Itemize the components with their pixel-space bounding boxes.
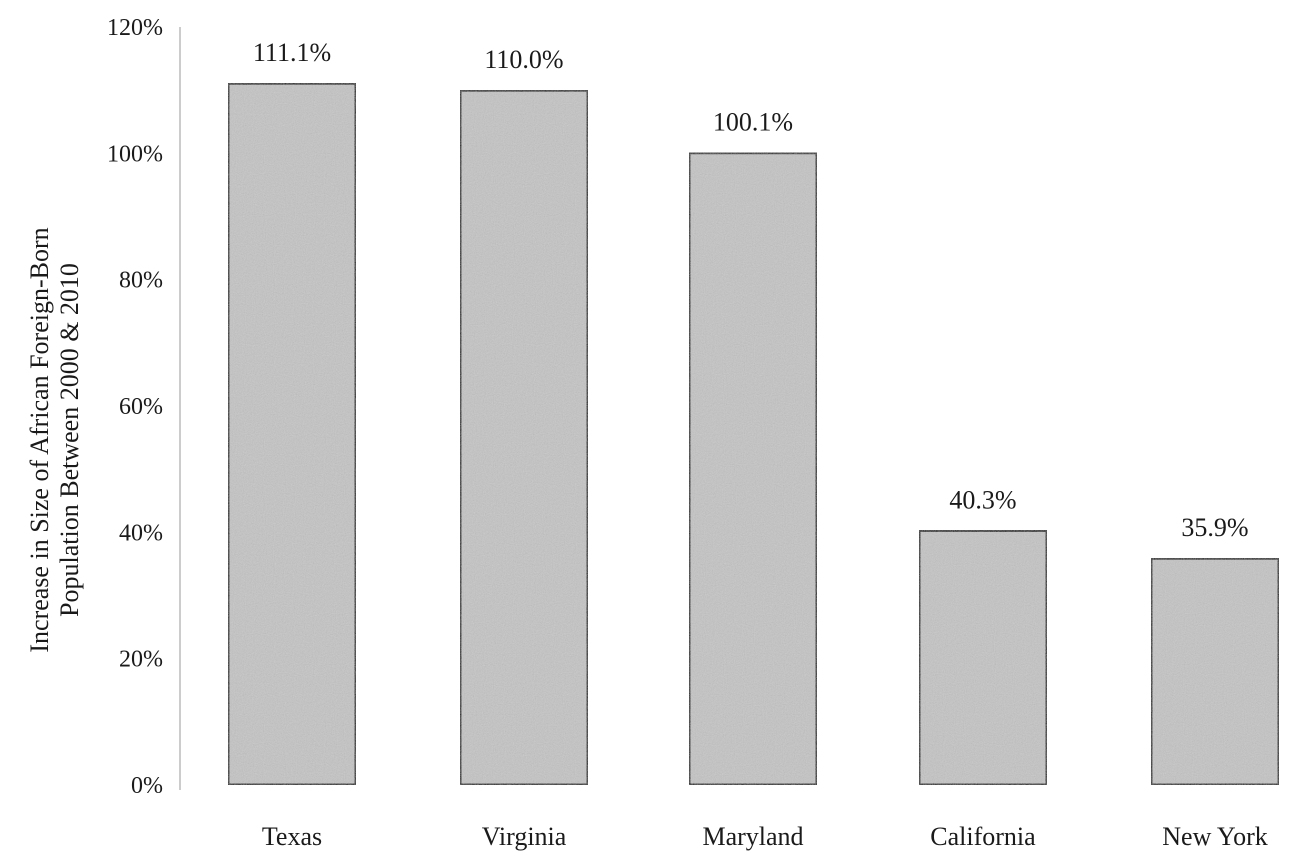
y-axis-title-line-2: Population Between 2000 & 2010 bbox=[55, 263, 84, 617]
y-tick-label: 60% bbox=[119, 394, 163, 420]
y-tick-label: 120% bbox=[107, 15, 163, 41]
bar-california bbox=[917, 528, 1049, 787]
y-axis-title-line-1: Increase in Size of African Foreign-Born bbox=[25, 227, 54, 652]
x-tick-label: New York bbox=[1162, 822, 1267, 851]
y-tick-label: 100% bbox=[107, 141, 163, 167]
data-label: 35.9% bbox=[1181, 513, 1248, 542]
data-labels-group: 111.1% 110.0% 100.1% 40.3% 35.9% bbox=[253, 38, 1249, 542]
data-label: 111.1% bbox=[253, 38, 331, 67]
bar-maryland bbox=[687, 151, 819, 787]
y-tick-label: 0% bbox=[131, 773, 163, 799]
data-label: 110.0% bbox=[484, 45, 563, 74]
x-tick-label: California bbox=[930, 822, 1036, 851]
x-tick-label: Texas bbox=[262, 822, 322, 851]
y-tick-label: 20% bbox=[119, 647, 163, 673]
x-tick-label: Maryland bbox=[702, 822, 803, 851]
bars-group bbox=[226, 81, 1281, 787]
bar-virginia bbox=[458, 88, 590, 787]
data-label: 100.1% bbox=[713, 108, 793, 137]
y-tick-label: 40% bbox=[119, 520, 163, 546]
bar-new-york bbox=[1149, 556, 1281, 787]
x-tick-labels: Texas Virginia Maryland California New York bbox=[262, 822, 1268, 851]
y-tick-label: 80% bbox=[119, 268, 163, 294]
y-tick-labels: 0% 20% 40% 60% 80% 100% 120% bbox=[107, 15, 163, 799]
bar-texas bbox=[226, 81, 358, 787]
x-tick-label: Virginia bbox=[482, 822, 567, 851]
y-axis-title: Increase in Size of African Foreign-Born… bbox=[25, 227, 84, 652]
data-label: 40.3% bbox=[949, 485, 1016, 514]
